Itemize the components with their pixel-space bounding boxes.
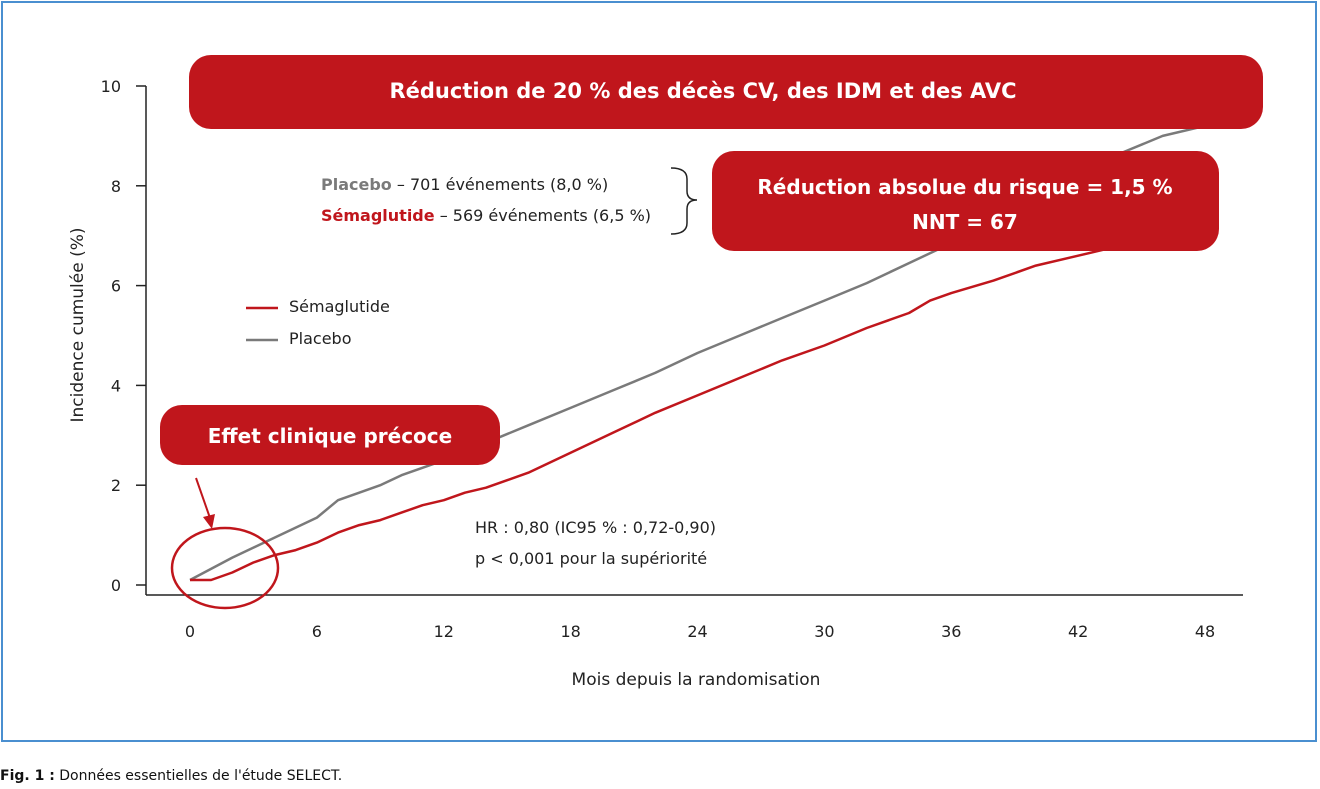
legend-label-placebo: Placebo [289,329,351,348]
series-line-smaglutide [190,214,1206,582]
caption-label: Fig. 1 : [0,768,55,784]
events-semaglutide-text: – 569 événements (6,5 %) [435,206,651,225]
events-semaglutide-name: Sémaglutide [321,206,435,225]
y-tick-label: 2 [111,476,121,495]
x-tick-label: 0 [185,622,195,641]
y-tick-label: 0 [111,576,121,595]
x-tick-label: 30 [814,622,834,641]
y-tick-label: 8 [111,177,121,196]
y-tick-label: 4 [111,376,121,395]
x-tick-label: 48 [1195,622,1215,641]
legend-label-semaglutide: Sémaglutide [289,297,390,316]
banner-right-line1: Réduction absolue du risque = 1,5 % [757,175,1172,199]
x-tick-label: 6 [312,622,322,641]
banner-right [712,151,1219,251]
x-axis-title: Mois depuis la randomisation [572,670,821,690]
hr-line-2: p < 0,001 pour la supériorité [475,549,707,568]
figure-frame: 0 2 4 6 8 10 0 6 12 18 24 30 36 42 48 Incidence cumul… [1,1,1317,742]
x-tick-label: 42 [1068,622,1088,641]
events-semaglutide: Sémaglutide – 569 événements (6,5 %) [321,206,651,225]
figure-caption: Fig. 1 : Données essentielles de l'étude… [0,768,342,784]
events-placebo-text: – 701 événements (8,0 %) [392,175,608,194]
x-tick-label: 24 [687,622,707,641]
y-tick-label: 10 [101,77,121,96]
banner-top-text: Réduction de 20 % des décès CV, des IDM … [389,79,1016,103]
x-tick-label: 12 [434,622,454,641]
x-tick-label: 36 [941,622,961,641]
banner-top [189,55,1263,129]
y-ticks: 0 2 4 6 8 10 [101,77,146,595]
x-tick-label: 18 [560,622,580,641]
banner-right-line2: NNT = 67 [912,210,1018,234]
early-effect-circle [170,526,280,610]
annotation-arrow-shaft [195,477,211,519]
banner-left-text: Effet clinique précoce [208,424,452,448]
curly-brace [670,167,698,235]
legend: Sémaglutide Placebo [246,297,390,348]
y-tick-label: 6 [111,277,121,296]
events-placebo-name: Placebo [321,175,392,194]
hr-line-1: HR : 0,80 (IC95 % : 0,72-0,90) [475,518,716,537]
y-axis-title: Incidence cumulée (%) [68,227,88,422]
x-ticks: 0 6 12 18 24 30 36 42 48 [185,622,1215,641]
annotation-arrow-head [203,514,215,529]
events-placebo: Placebo – 701 événements (8,0 %) [321,175,608,194]
caption-text: Données essentielles de l'étude SELECT. [54,768,343,784]
banner-left [160,405,500,465]
